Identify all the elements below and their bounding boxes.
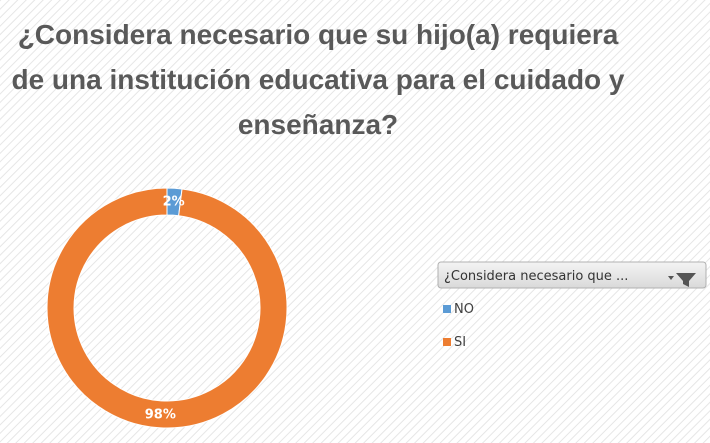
legend-label: NO bbox=[454, 302, 474, 317]
legend-marker bbox=[443, 305, 451, 313]
legend-marker bbox=[443, 338, 451, 346]
filter-icon bbox=[676, 273, 696, 287]
chart-title: ¿Considera necesario que su hijo(a) requ… bbox=[11, 19, 625, 140]
legend-filter-button[interactable] bbox=[437, 261, 707, 289]
dropdown-arrow bbox=[668, 276, 674, 280]
legend-label: SI bbox=[454, 335, 466, 350]
data-label: 2% bbox=[163, 195, 185, 210]
data-label: 98% bbox=[145, 407, 176, 422]
legend-title: ¿Considera necesario que ... bbox=[444, 269, 628, 284]
donut-segment bbox=[46, 187, 288, 429]
